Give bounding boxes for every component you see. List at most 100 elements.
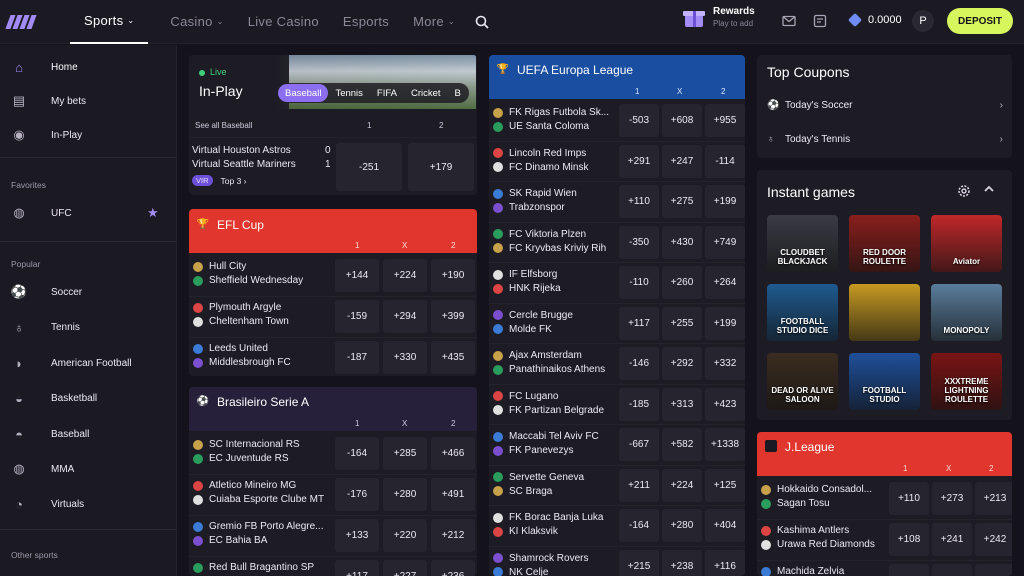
chip-tennis[interactable]: Tennis (335, 87, 363, 99)
table-row[interactable]: Hokkaido Consadol... Sagan Tosu +110 +273 +2… (757, 478, 1012, 519)
avatar[interactable]: P (912, 10, 934, 32)
table-row[interactable]: Lincoln Red Imps FC Dinamo Minsk +291 +247-… (489, 140, 745, 182)
game-tile[interactable]: MONOPOLY (931, 284, 1002, 341)
sidebar-item-ufc[interactable]: ◍ UFC ★ (0, 197, 177, 229)
odds-button[interactable]: -667 (619, 428, 659, 461)
odds-button[interactable]: +430 (662, 225, 702, 259)
table-row[interactable]: Machida Zelvia -194+292+544 (757, 560, 1012, 576)
odds-button[interactable]: +273 (932, 482, 972, 515)
star-icon[interactable]: ★ (147, 205, 159, 220)
sidebar-item-in-play[interactable]: ◉ In-Play (0, 119, 177, 151)
odds-button[interactable]: +292 (932, 564, 972, 576)
chevron-up-icon[interactable] (983, 183, 995, 198)
sidebar-item-baseball[interactable]: ◓ Baseball (0, 418, 177, 450)
odds-button[interactable]: -164 (335, 437, 379, 470)
table-row[interactable]: SC Internacional RS EC Juventude RS -164 +2… (189, 433, 477, 474)
table-row[interactable]: Kashima Antlers Urawa Red Diamonds +108 +24… (757, 519, 1012, 560)
odds-button[interactable]: +236 (431, 560, 475, 576)
odds-button[interactable]: +491 (431, 478, 475, 511)
league-header[interactable]: 🏆 EFL Cup (189, 209, 477, 253)
table-row[interactable]: SK Rapid Wien Trabzonspor +110 +275 +199 (489, 181, 745, 222)
odds-button[interactable]: -194 (889, 564, 929, 576)
odds-button[interactable]: +242 (975, 523, 1012, 556)
game-tile[interactable]: RED DOOR ROULETTE (849, 215, 920, 272)
odds-button[interactable]: +291 (619, 144, 659, 178)
odds-button[interactable]: -146 (619, 347, 659, 380)
odds-button[interactable]: +435 (431, 341, 475, 374)
sidebar-item-virtuals[interactable]: ◔ Virtuals (0, 488, 177, 520)
gear-icon[interactable] (956, 183, 972, 202)
odds-button[interactable]: -110 (619, 266, 659, 299)
odds-button[interactable]: +399 (431, 300, 475, 333)
odds-button[interactable]: +125 (705, 468, 745, 502)
odds-button[interactable]: +133 (335, 519, 379, 552)
odds-button[interactable]: +227 (383, 560, 427, 576)
odds-button[interactable]: +260 (662, 266, 702, 299)
table-row[interactable]: Shamrock Rovers NK Celje +215 +238 +116 (489, 545, 745, 576)
nav-live-casino[interactable]: Live Casino (236, 0, 331, 44)
odds-button[interactable]: +213 (975, 482, 1012, 515)
top-link[interactable]: Top 3 (220, 175, 242, 186)
game-tile[interactable]: FOOTBALL STUDIO DICE (767, 284, 838, 341)
sidebar-item-soccer[interactable]: ⚽ Soccer (0, 276, 177, 308)
odds-button[interactable]: +224 (383, 259, 427, 292)
odds-button[interactable]: +255 (662, 306, 702, 340)
odds-button[interactable]: +108 (889, 523, 929, 556)
odds-button[interactable]: +544 (975, 564, 1012, 576)
nav-esports[interactable]: Esports (331, 0, 401, 44)
chip-cricket[interactable]: Cricket (410, 87, 441, 99)
odds-button[interactable]: +238 (662, 549, 702, 576)
logo[interactable] (0, 14, 44, 29)
table-row[interactable]: Ajax Amsterdam Panathinaikos Athens -146 +2… (489, 343, 745, 384)
odds-button[interactable]: +749 (705, 225, 745, 259)
odds-button[interactable]: +404 (705, 509, 745, 542)
sidebar-item-home[interactable]: ⌂ Home (0, 51, 177, 83)
table-row[interactable]: Hull City Sheffield Wednesday +144 +224 +190 (189, 255, 477, 296)
odds-button[interactable]: +280 (662, 509, 702, 542)
odds-button[interactable]: -185 (619, 387, 659, 421)
chip-fifa[interactable]: FIFA (376, 87, 397, 99)
odds-button[interactable]: +280 (383, 478, 427, 511)
odds-button[interactable]: +264 (705, 266, 745, 299)
betslip-icon[interactable] (812, 13, 828, 29)
odds-button[interactable]: +110 (889, 482, 929, 515)
odds-button[interactable]: -114 (705, 144, 745, 178)
table-row[interactable]: IF Elfsborg HNK Rijeka -110 +260 +264 (489, 262, 745, 303)
odds-button[interactable]: -187 (335, 341, 379, 374)
odds-button[interactable]: +313 (662, 387, 702, 421)
league-header[interactable]: J.League (757, 432, 1012, 476)
game-tile[interactable]: Aviator (931, 215, 1002, 272)
table-row[interactable]: Gremio FB Porto Alegre... EC Bahia BA +133… (189, 515, 477, 556)
odds-button[interactable]: +179 (408, 143, 474, 191)
table-row[interactable]: Servette Geneva SC Braga +211 +224 +125 (489, 464, 745, 506)
table-row[interactable]: Virtual Houston Astros Virtual Seattle M… (189, 143, 477, 193)
odds-button[interactable]: +215 (619, 549, 659, 576)
sidebar-item-tennis[interactable]: ♁ Tennis (0, 311, 177, 343)
odds-button[interactable]: +285 (383, 437, 427, 470)
odds-button[interactable]: +117 (619, 306, 659, 340)
table-row[interactable]: FK Rigas Futbola Sk... UE Santa Coloma -50… (489, 100, 745, 141)
odds-button[interactable]: +423 (705, 387, 745, 421)
odds-button[interactable]: +292 (662, 347, 702, 380)
sidebar-item-my-bets[interactable]: ▤ My bets (0, 85, 177, 117)
sidebar-item-american-football[interactable]: ◗ American Football (0, 347, 177, 379)
odds-button[interactable]: +116 (705, 549, 745, 576)
deposit-button[interactable]: DEPOSIT (947, 8, 1013, 34)
nav-more[interactable]: More ⌄ (401, 0, 467, 44)
mail-icon[interactable] (781, 13, 797, 29)
coupon-todays-soccer[interactable]: ⚽ Today's Soccer › (767, 95, 1003, 115)
chip-more[interactable]: B (454, 87, 461, 99)
game-tile[interactable]: FOOTBALL STUDIO (849, 353, 920, 410)
odds-button[interactable]: +211 (619, 468, 659, 502)
see-all-link[interactable]: See all Baseball (195, 121, 253, 130)
odds-button[interactable]: +241 (932, 523, 972, 556)
game-tile[interactable] (849, 284, 920, 341)
balance[interactable]: 0.0000 (847, 12, 902, 28)
nav-sports[interactable]: Sports ⌄ (70, 0, 149, 44)
coupon-todays-tennis[interactable]: ♁ Today's Tennis › (767, 129, 1003, 149)
table-row[interactable]: Leeds United Middlesbrough FC -187 +330 +435 (189, 337, 477, 376)
game-tile[interactable]: DEAD OR ALIVE SALOON (767, 353, 838, 410)
odds-button[interactable]: +955 (705, 104, 745, 137)
game-tile[interactable]: XXXTREME LIGHTNING ROULETTE (931, 353, 1002, 410)
sidebar-item-basketball[interactable]: ◒ Basketball (0, 382, 177, 414)
